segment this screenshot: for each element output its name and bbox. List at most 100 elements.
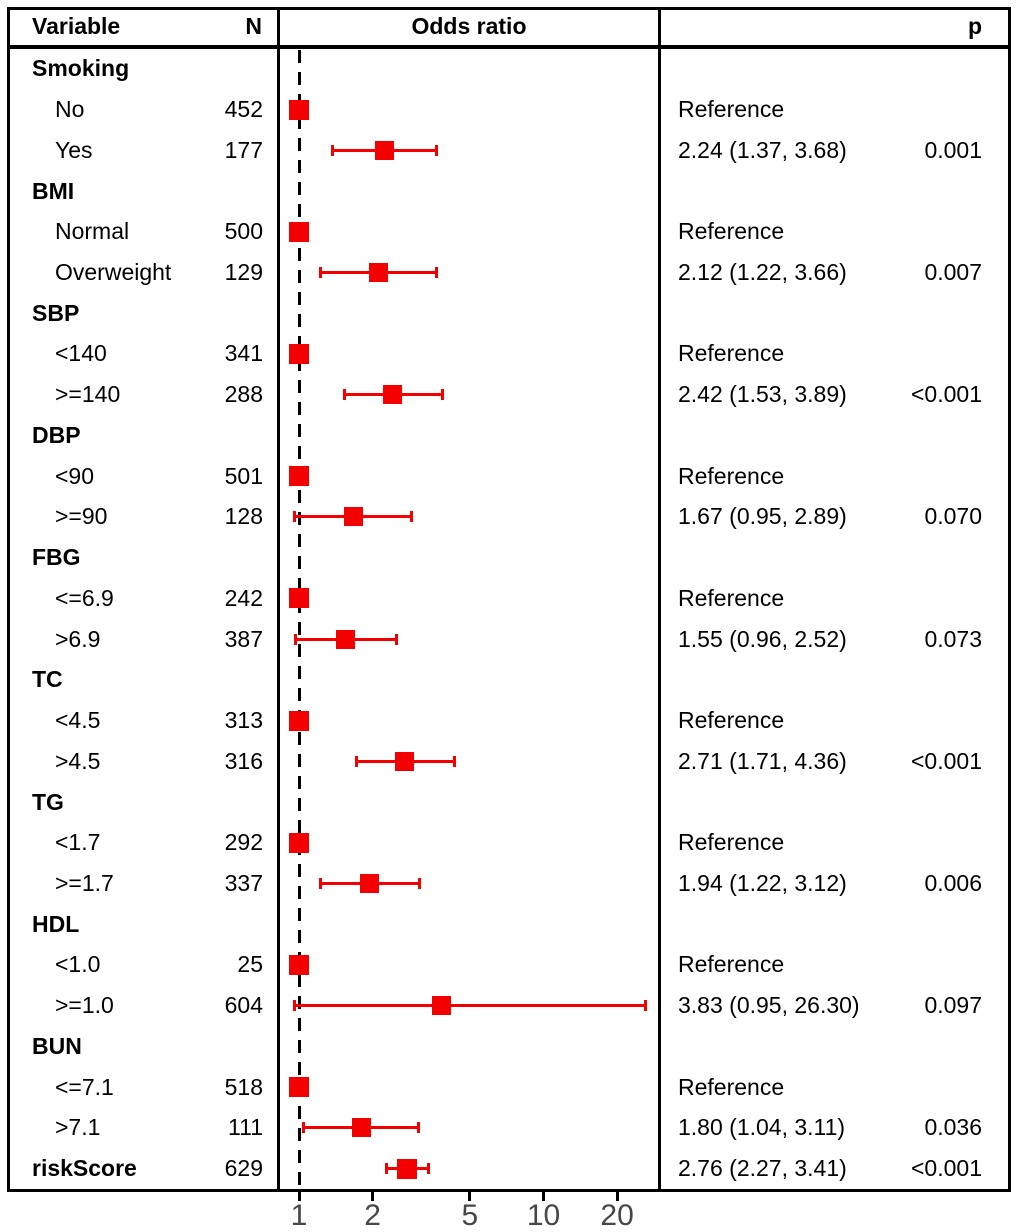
or-marker [289,710,309,731]
divider-after-plot-column [658,7,661,1192]
row-n: 242 [224,584,263,611]
row-estimate: 1.80 (1.04, 3.11) [678,1114,846,1141]
or-marker [375,140,395,160]
ci-cap-left [331,144,335,156]
ci-cap-right [644,1000,648,1012]
row-label: BMI [32,177,75,204]
table-bottom-border-axis [7,1189,1011,1192]
row-n: 629 [224,1155,263,1182]
ci-cap-left [302,1122,306,1134]
row-n: 288 [224,381,263,408]
row-estimate: Reference [678,584,785,611]
or-marker [289,343,309,364]
row-label: >=140 [55,381,121,408]
row-n: 518 [224,1073,263,1100]
row-estimate: 2.76 (2.27, 3.41) [678,1155,847,1182]
row-estimate: Reference [678,96,785,123]
row-estimate: Reference [678,951,785,978]
ci-cap-left [319,267,323,279]
row-n: 128 [224,503,263,530]
row-n: 337 [224,870,263,896]
row-label: <140 [55,340,107,367]
row-p: 0.001 [924,136,982,163]
ci-cap-left [293,633,297,645]
row-label: >=1.7 [55,870,114,896]
row-estimate: Reference [678,1073,785,1100]
x-axis-tick [371,1192,375,1201]
row-label: SBP [32,299,80,326]
row-label: <=7.1 [55,1073,114,1100]
row-p: 0.097 [924,992,982,1019]
row-p: 0.007 [924,259,982,286]
x-axis-tick-label: 10 [526,1199,561,1232]
row-p: <0.001 [911,1155,982,1182]
row-p: 0.073 [924,625,982,652]
x-axis-tick [297,1192,301,1201]
table-left-border [7,7,10,1192]
row-label: <90 [55,462,95,489]
row-estimate: Reference [678,462,785,489]
row-estimate: 2.42 (1.53, 3.89) [678,381,847,408]
or-marker [289,588,309,609]
row-n: 129 [224,259,263,286]
row-label: Normal [55,218,130,245]
ci-cap-left [385,1163,389,1175]
row-estimate: Reference [678,829,785,856]
column-header-variable: Variable [32,12,121,39]
row-p: 0.006 [924,870,982,896]
row-n: 316 [224,747,263,774]
row-label: riskScore [32,1155,137,1182]
or-marker [351,1118,371,1138]
or-marker [359,874,379,893]
ci-cap-left [292,511,296,523]
ci-cap-right [441,389,445,401]
or-marker [432,996,452,1016]
row-estimate: Reference [678,707,785,734]
row-p: <0.001 [911,381,982,408]
header-separator [7,45,1011,49]
row-n: 292 [224,829,263,856]
row-label: TG [32,788,64,815]
row-p: 0.036 [924,1114,982,1141]
row-label: Smoking [32,55,130,82]
or-marker [289,221,309,242]
row-label: <1.0 [55,951,101,978]
ci-cap-right [427,1163,431,1175]
ci-cap-left [319,878,323,889]
row-label: Overweight [55,259,172,286]
ci-cap-right [417,1122,421,1134]
ci-cap-right [417,878,421,889]
row-estimate: 2.12 (1.22, 3.66) [678,259,847,286]
row-estimate: 2.24 (1.37, 3.68) [678,136,847,163]
row-label: >=90 [55,503,108,530]
row-estimate: 1.55 (0.96, 2.52) [678,625,847,652]
reference-dashed-line [297,50,301,1189]
row-label: >6.9 [55,625,101,652]
row-label: <4.5 [55,707,101,734]
or-marker [289,466,309,487]
row-n: 313 [224,707,263,734]
or-marker [289,99,309,120]
or-marker [395,751,415,771]
row-estimate: Reference [678,340,785,367]
or-marker [336,629,356,649]
ci-cap-left [343,389,347,401]
or-marker [383,385,403,405]
row-label: <=6.9 [55,584,114,611]
row-p: <0.001 [911,747,982,774]
row-label: BUN [32,1032,82,1059]
row-n: 341 [224,340,263,367]
row-label: TC [32,666,63,693]
x-axis-tick-label: 5 [461,1199,479,1232]
or-marker [369,263,389,283]
row-estimate: Reference [678,218,785,245]
or-marker [396,1158,417,1179]
row-p: 0.070 [924,503,982,530]
row-n: 387 [224,625,263,652]
ci-cap-right [453,755,457,767]
ci-cap-right [434,267,438,279]
column-header-p: p [967,12,982,39]
column-header-n: N [245,12,262,39]
ci-whisker [293,1004,647,1008]
